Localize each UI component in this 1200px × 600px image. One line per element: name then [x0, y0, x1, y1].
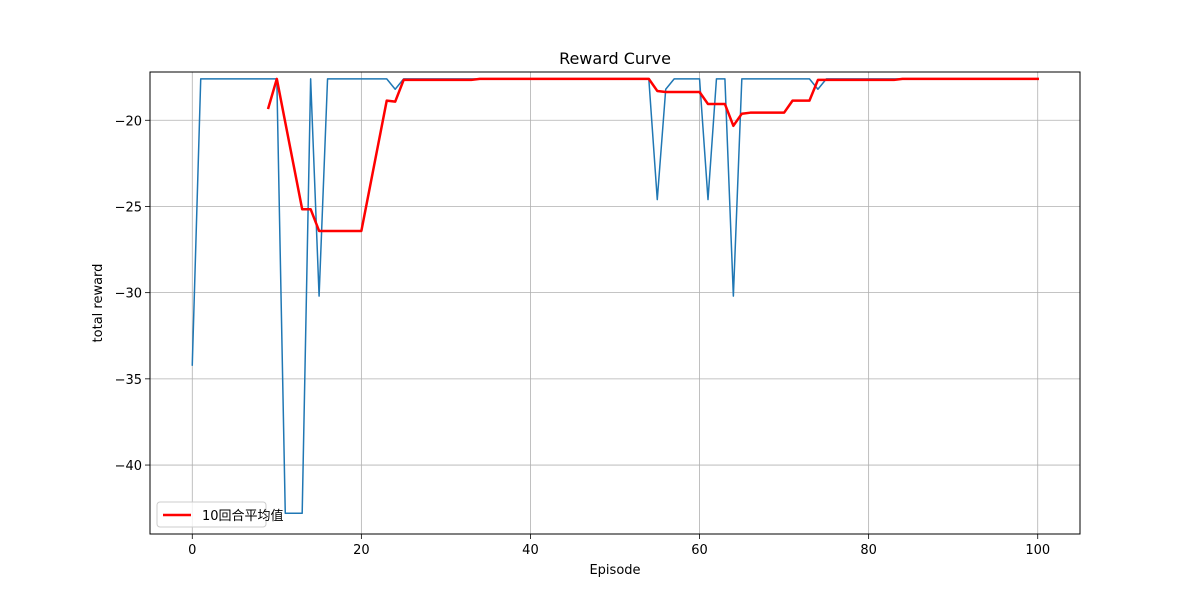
y-tick-label: −20	[115, 114, 142, 129]
ticks: 0 20 40 60 80 100 −40 −35 −30 −25 −20	[115, 114, 1051, 558]
chart-title: Reward Curve	[559, 49, 671, 68]
x-axis-label: Episode	[589, 563, 640, 578]
legend: 10回合平均值	[156, 501, 284, 528]
y-axis-label: total reward	[91, 264, 106, 343]
legend-box	[156, 501, 267, 528]
x-tick-label: 100	[1025, 543, 1050, 558]
plot-series	[191, 77, 1039, 515]
plot-frame	[149, 71, 1081, 535]
x-tick-label: 40	[522, 543, 539, 558]
moving-average-line	[266, 77, 1039, 233]
y-tick-label: −25	[115, 200, 142, 215]
x-tick-label: 80	[860, 543, 877, 558]
legend-label-moving-average: 10回合平均值	[202, 508, 284, 524]
y-tick-label: −40	[115, 459, 142, 474]
y-tick-label: −35	[115, 373, 142, 388]
x-tick-label: 20	[353, 543, 370, 558]
y-tick-label: −30	[115, 287, 142, 302]
x-tick-label: 60	[691, 543, 708, 558]
x-tick-label: 0	[188, 543, 196, 558]
